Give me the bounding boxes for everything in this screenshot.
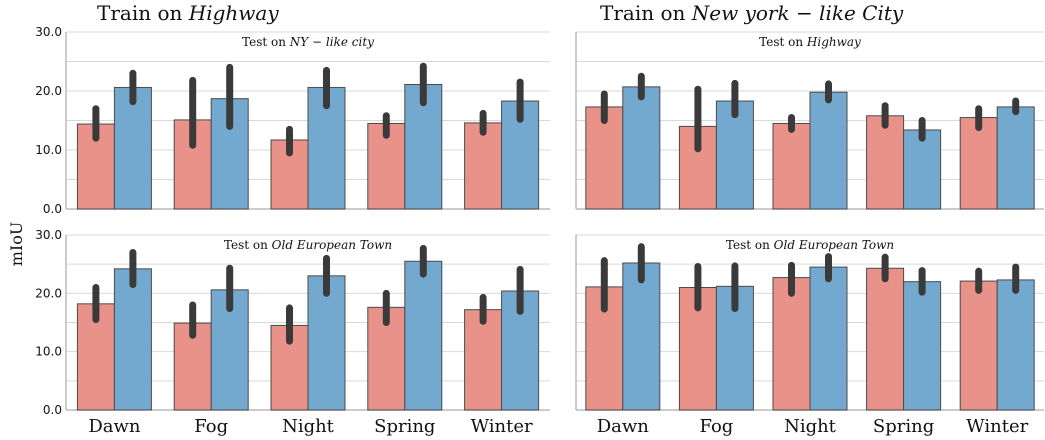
bar (772, 122, 811, 210)
bar (903, 129, 942, 210)
x-tick-label: Night (784, 416, 837, 437)
x-tick-label: Winter (471, 416, 533, 437)
y-tick-label: 10.0 (35, 143, 62, 157)
bar (622, 262, 661, 411)
panel-title: Test on Highway (759, 35, 861, 49)
bar (113, 86, 152, 210)
bar (809, 266, 848, 411)
panel-title: Test on NY − like city (242, 35, 374, 49)
panel-title: Test on Old European Town (224, 238, 392, 252)
bar (772, 277, 811, 411)
panel-bottom-right: Test on Old European Town Dawn Fog Night Spr… (575, 234, 1044, 437)
y-axis-label: mIoU (7, 222, 26, 267)
bar (996, 106, 1035, 210)
bar (210, 289, 249, 411)
bar (464, 122, 503, 210)
x-tick-label: Fog (194, 416, 228, 437)
x-tick-label: Dawn (88, 416, 141, 437)
panel-bottom-left: 0.0 10.0 20.0 30.0 Test on Old European Town… (35, 228, 550, 437)
bar (809, 91, 848, 210)
bar (307, 275, 346, 411)
col-title-right: Train on New york − like City (600, 1, 904, 25)
x-tick-label: Spring (374, 416, 435, 437)
bar (903, 281, 942, 411)
bar (959, 117, 998, 210)
y-tick-label: 10.0 (35, 345, 62, 359)
y-tick-label: 20.0 (35, 286, 62, 300)
bar (996, 279, 1035, 411)
x-tick-label: Spring (873, 416, 934, 437)
panel-top-left: 0.0 10.0 20.0 30.0 Test on NY − like city (35, 25, 550, 216)
bar (622, 86, 661, 210)
y-tick-label: 0.0 (43, 202, 62, 216)
bar (404, 260, 443, 411)
bar (866, 267, 905, 411)
col-title-left: Train on Highway (97, 1, 279, 25)
bar (866, 115, 905, 210)
bar (210, 98, 249, 210)
y-tick-label: 30.0 (35, 25, 62, 39)
y-tick-label: 20.0 (35, 84, 62, 98)
x-tick-label: Winter (966, 416, 1028, 437)
x-tick-label: Fog (699, 416, 733, 437)
x-tick-label: Dawn (597, 416, 650, 437)
panel-title: Test on Old European Town (726, 238, 894, 252)
y-tick-label: 30.0 (35, 228, 62, 242)
y-tick-label: 0.0 (43, 403, 62, 417)
panels: 0.0 10.0 20.0 30.0 Test on NY − like city Tes… (35, 25, 1044, 437)
bar (715, 100, 754, 210)
bar (113, 268, 152, 411)
bar (959, 280, 998, 411)
x-tick-label: Night (282, 416, 335, 437)
panel-top-right: Test on Highway (575, 31, 1044, 210)
